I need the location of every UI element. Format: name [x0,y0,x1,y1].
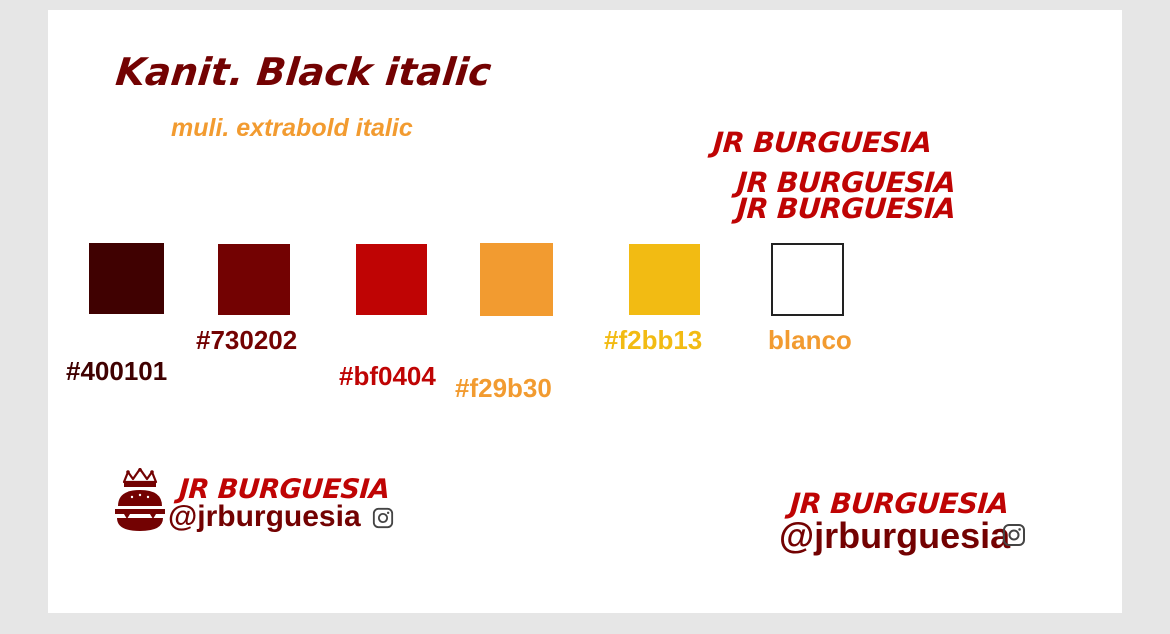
color-swatch-blanco [771,243,844,316]
color-label-730202: #730202 [196,325,298,355]
lockup-left-handle: @jrburguesia [168,500,361,533]
instagram-icon [372,507,394,529]
subtitle-font-sample: muli. extrabold italic [171,114,413,142]
lockup-right-handle: @jrburguesia [779,515,1011,556]
wordmark-sample-1: JR BURGUESIA [712,126,933,159]
title-font-sample: Kanit. Black italic [113,50,494,94]
color-swatch-f2bb13 [629,244,700,315]
color-label-f29b30: #f29b30 [455,373,552,403]
color-swatch-bf0404 [356,244,427,315]
color-label-blanco: blanco [768,325,852,355]
burger-crown-logo [115,468,165,531]
color-label-f2bb13: #f2bb13 [604,325,703,355]
color-label-bf0404: #bf0404 [339,361,436,391]
color-swatch-400101 [89,243,164,314]
color-label-400101: #400101 [66,356,168,386]
wordmark-sample-3: JR BURGUESIA [735,192,957,225]
color-swatch-f29b30 [480,243,553,316]
color-swatch-730202 [218,244,290,315]
instagram-icon [1003,524,1025,546]
